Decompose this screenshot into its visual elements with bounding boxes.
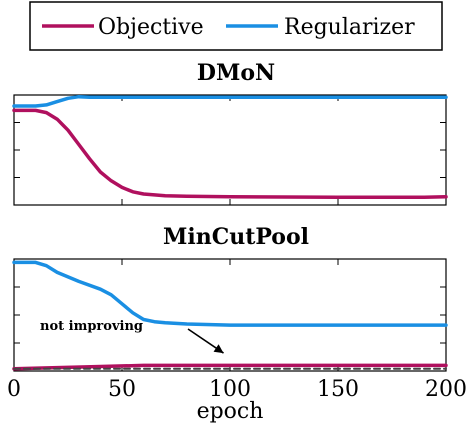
- annotation-arrowhead: [213, 344, 224, 354]
- x-tick-label-50: 50: [108, 377, 136, 402]
- x-tick-label-150: 150: [317, 377, 359, 402]
- series-line-regularizer: [12, 260, 448, 327]
- plot-frame-dmon: [13, 94, 447, 206]
- x-tick-labels: 0 50 100 150 200: [7, 377, 467, 402]
- x-tick-label-0: 0: [7, 377, 21, 402]
- series-line-objective: [12, 363, 448, 371]
- annotation-not-improving: not improving: [40, 319, 143, 334]
- chart-mincutpool: MinCutPool not improving 0 50 100 150 200 ep…: [7, 224, 467, 423]
- chart-title-dmon: DMoN: [197, 60, 275, 86]
- x-axis-label: epoch: [197, 399, 264, 423]
- plot-area-dmon: [12, 94, 448, 200]
- plot-frame-mincutpool: [13, 258, 447, 372]
- series-line-objective: [12, 108, 448, 200]
- ticks-dmon: [13, 95, 447, 205]
- legend-label-objective: Objective: [98, 15, 204, 40]
- series-line-regularizer: [12, 94, 448, 108]
- x-tick-label-100: 100: [209, 377, 251, 402]
- chart-dmon: DMoN: [12, 60, 448, 206]
- plot-area-mincutpool: [12, 260, 448, 371]
- legend: Objective Regularizer: [29, 1, 443, 51]
- legend-label-regularizer: Regularizer: [284, 15, 415, 40]
- x-tick-label-200: 200: [425, 377, 467, 402]
- ticks-mincutpool: [13, 259, 447, 371]
- chart-title-mincutpool: MinCutPool: [163, 224, 309, 250]
